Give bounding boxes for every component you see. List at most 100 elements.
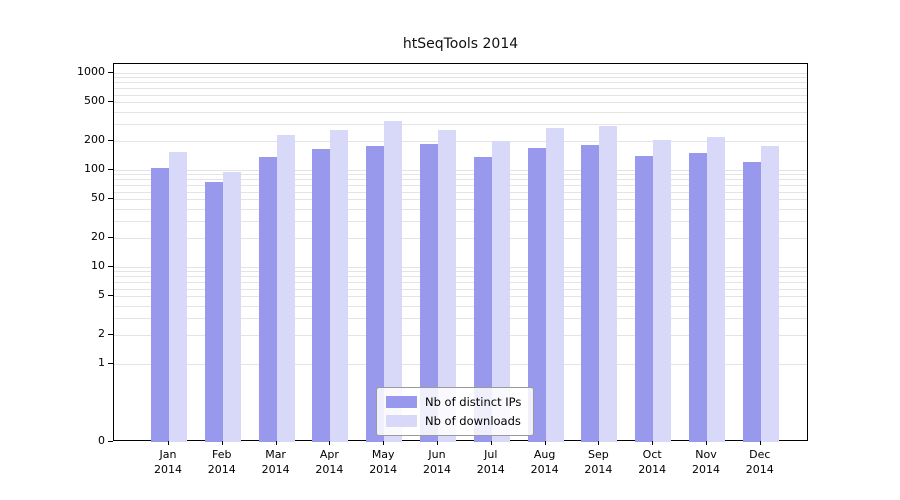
bar-downloads (760, 146, 779, 442)
y-tick-mark (108, 295, 113, 297)
bar-downloads (491, 140, 510, 442)
gridline (114, 267, 807, 268)
y-tick-label: 0 (98, 434, 105, 447)
bar-downloads (545, 128, 564, 442)
y-tick-label: 50 (91, 191, 105, 205)
y-tick-label: 200 (84, 132, 105, 146)
y-tick-label: 20 (91, 229, 105, 243)
gridline (114, 305, 807, 307)
bar-distinct-ips (689, 152, 707, 442)
y-tick-mark (108, 198, 113, 200)
bar-downloads (438, 129, 456, 442)
y-tick-label: 500 (84, 94, 105, 108)
bar-distinct-ips (635, 155, 654, 442)
gridline (114, 174, 807, 176)
bar-distinct-ips (742, 162, 761, 442)
bar-distinct-ips (151, 167, 169, 442)
y-tick-label: 1 (98, 356, 105, 369)
bar-downloads (707, 136, 725, 442)
bar-downloads (384, 121, 403, 442)
y-tick-label: 1000 (77, 65, 105, 78)
y-tick-mark (108, 333, 113, 335)
x-tick-label: Jun 2014 (423, 448, 451, 476)
bar-distinct-ips (527, 147, 546, 442)
gridline (114, 111, 807, 113)
gridline (114, 208, 807, 210)
bar-distinct-ips (366, 146, 385, 442)
gridline (114, 334, 807, 336)
y-tick-mark (108, 169, 113, 170)
bar-downloads (330, 129, 349, 442)
bar-distinct-ips (312, 148, 331, 442)
x-tick-label: Sep 2014 (584, 448, 613, 476)
x-tick-label: May 2014 (369, 448, 398, 476)
gridline (114, 73, 807, 74)
x-tick-label: Oct 2014 (638, 448, 667, 476)
y-tick-mark (108, 363, 113, 364)
x-tick-mark (437, 441, 438, 445)
y-tick-mark (108, 139, 113, 141)
gridline (114, 199, 807, 201)
gridline (114, 102, 807, 104)
bar-distinct-ips (258, 157, 277, 442)
legend-label-distinct-ips: Nb of distinct IPs (425, 395, 522, 409)
gridline (114, 296, 807, 298)
y-tick-mark (108, 266, 113, 267)
x-tick-label: Aug 2014 (530, 448, 559, 476)
x-tick-mark (221, 441, 223, 445)
legend: Nb of distinct IPs Nb of downloads (376, 387, 535, 436)
x-tick-mark (490, 441, 492, 445)
x-tick-label: Jul 2014 (476, 448, 505, 476)
gridline (114, 82, 807, 84)
x-tick-mark (706, 441, 707, 445)
bar-distinct-ips (581, 145, 600, 442)
y-tick-mark (108, 72, 113, 73)
x-tick-mark (652, 441, 654, 445)
y-tick-mark (108, 101, 113, 103)
gridline (114, 179, 807, 181)
legend-label-downloads: Nb of downloads (425, 414, 521, 428)
gridline (114, 185, 807, 187)
y-tick-label: 2 (98, 326, 105, 340)
y-tick-mark (108, 236, 113, 238)
gridline (114, 77, 807, 79)
chart-title: htSeqTools 2014 (402, 36, 519, 52)
x-tick-mark (275, 441, 277, 445)
gridline (114, 288, 807, 290)
gridline (114, 191, 807, 193)
y-tick-mark (108, 441, 113, 442)
y-tick-label: 100 (84, 162, 105, 175)
gridline (114, 88, 807, 90)
gridline (114, 170, 807, 171)
x-tick-label: Mar 2014 (261, 448, 290, 476)
y-tick-label: 5 (98, 288, 105, 302)
gridline (114, 220, 807, 222)
x-tick-label: Feb 2014 (207, 448, 236, 476)
legend-swatch-downloads (386, 415, 417, 427)
plot-area: Nb of distinct IPs Nb of downloads (113, 63, 808, 442)
gridline (114, 317, 807, 319)
x-tick-mark (759, 441, 761, 445)
gridline (114, 123, 807, 125)
gridline (114, 237, 807, 239)
bar-distinct-ips (204, 182, 223, 442)
legend-swatch-distinct-ips (386, 396, 417, 408)
x-tick-mark (383, 441, 385, 445)
gridline (114, 94, 807, 96)
bar-distinct-ips (420, 144, 438, 442)
legend-item-distinct-ips: Nb of distinct IPs (386, 395, 521, 409)
x-tick-label: Nov 2014 (692, 448, 720, 476)
bar-downloads (276, 134, 295, 442)
gridline (114, 282, 807, 284)
bar-downloads (599, 125, 618, 442)
x-tick-mark (598, 441, 600, 445)
gridline (114, 140, 807, 142)
bar-downloads (222, 172, 241, 442)
bar-distinct-ips (473, 157, 492, 442)
x-tick-label: Apr 2014 (315, 448, 344, 476)
y-tick-label: 10 (91, 259, 105, 272)
x-tick-label: Jan 2014 (154, 448, 182, 476)
x-tick-mark (329, 441, 331, 445)
x-tick-mark (544, 441, 546, 445)
